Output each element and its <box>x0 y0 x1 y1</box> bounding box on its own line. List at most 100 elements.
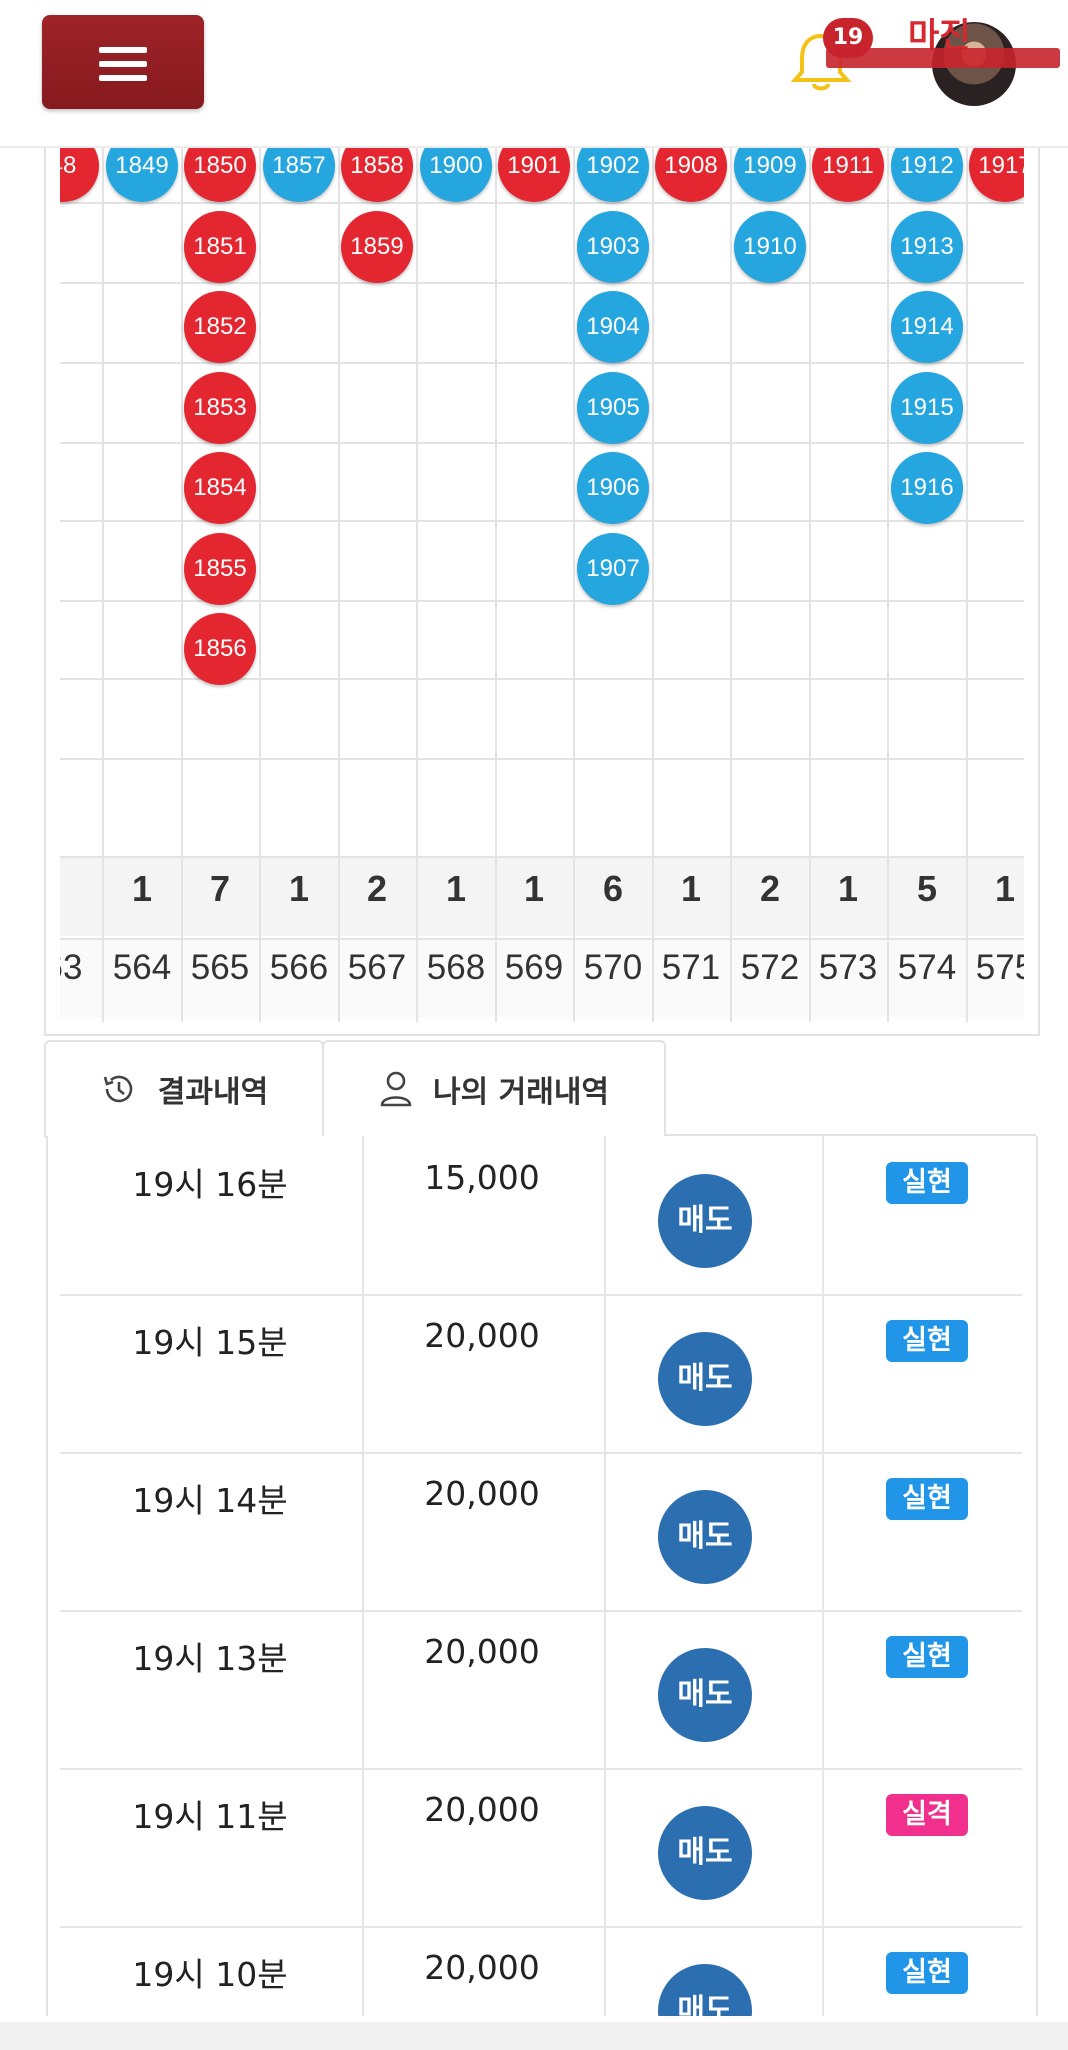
roadmap-column <box>338 148 418 1022</box>
streak-count: 2 <box>759 868 781 909</box>
red-bead: 1852 <box>184 291 256 363</box>
trade-amount: 15,000 <box>424 1158 540 1197</box>
red-bead: 1856 <box>184 613 256 685</box>
menu-bar-icon <box>99 47 147 53</box>
blue-bead: 1913 <box>891 210 963 283</box>
trade-row: 19시 16분 15,000 매도 실현 <box>60 1136 1022 1296</box>
tab-my-trades[interactable]: 나의 거래내역 <box>322 1040 666 1138</box>
round-number: 568 <box>426 948 486 987</box>
red-bead: 1855 <box>184 532 256 605</box>
streak-count: 1 <box>288 868 310 909</box>
blue-bead: 1907 <box>577 532 649 605</box>
red-bead: 1858 <box>341 148 413 202</box>
round-number: 567 <box>347 948 407 987</box>
red-bead: 1901 <box>498 148 570 202</box>
hamburger-menu-button[interactable] <box>42 15 204 109</box>
sell-action-button[interactable]: 매도 <box>658 1174 752 1268</box>
blue-bead: 1906 <box>577 452 649 524</box>
table-divider <box>822 1610 824 1768</box>
trade-amount: 20,000 <box>424 1632 540 1671</box>
roadmap-column <box>495 148 575 1022</box>
table-divider <box>822 1452 824 1610</box>
grid-row-line <box>60 600 1024 602</box>
table-divider <box>822 1294 824 1452</box>
result-badge: 실현 <box>886 1952 968 1994</box>
grid-row-line <box>60 758 1024 760</box>
roadmap-column <box>888 148 968 1022</box>
sell-action-button[interactable]: 매도 <box>658 1648 752 1742</box>
trade-time: 19시 13분 <box>132 1639 288 1678</box>
red-bead: 1854 <box>184 452 256 524</box>
roadmap-column <box>60 148 104 1022</box>
result-badge: 실현 <box>886 1636 968 1678</box>
site-logo[interactable]: 마진 <box>826 8 1060 68</box>
trade-amount: 20,000 <box>424 1948 540 1987</box>
logo-tagline-bar <box>826 48 1060 68</box>
trade-amount: 20,000 <box>424 1316 540 1355</box>
red-bead: 1851 <box>184 210 256 283</box>
round-number: 564 <box>112 948 172 987</box>
table-divider <box>362 1610 364 1768</box>
round-number: 574 <box>897 948 957 987</box>
result-badge: 실현 <box>886 1162 968 1204</box>
history-tabs: 결과내역 나의 거래내역 <box>44 1040 1036 1138</box>
blue-bead: 1904 <box>577 291 649 363</box>
streak-count: 5 <box>916 868 938 909</box>
blue-bead: 1914 <box>891 291 963 363</box>
menu-bar-icon <box>99 75 147 81</box>
streak-count: 1 <box>837 868 859 909</box>
table-divider <box>362 1294 364 1452</box>
table-divider <box>604 1452 606 1610</box>
grid-row-line <box>60 282 1024 284</box>
streak-count: 1 <box>680 868 702 909</box>
grid-row-line <box>60 856 1024 858</box>
streak-count: 2 <box>366 868 388 909</box>
result-badge: 실현 <box>886 1478 968 1520</box>
menu-bar-icon <box>99 61 147 67</box>
round-number: 575 <box>975 948 1024 987</box>
red-bead: 1853 <box>184 371 256 444</box>
tab-results-label: 결과내역 <box>157 1075 269 1110</box>
trade-time: 19시 16분 <box>132 1165 288 1204</box>
sell-action-button[interactable]: 매도 <box>658 1964 752 2016</box>
streak-count: 7 <box>209 868 231 909</box>
grid-row-line <box>60 202 1024 204</box>
trade-history-table: 19시 16분 15,000 매도 실현 19시 15분 20,000 매도 실현 19시 14… <box>46 1136 1038 2016</box>
table-divider <box>362 1452 364 1610</box>
table-divider <box>822 1136 824 1294</box>
table-divider <box>362 1136 364 1294</box>
table-divider <box>604 1926 606 2016</box>
roadmap-column <box>731 148 811 1022</box>
round-number: 571 <box>661 948 721 987</box>
red-bead: 1859 <box>341 210 413 283</box>
sell-action-button[interactable]: 매도 <box>658 1490 752 1584</box>
round-number: 572 <box>740 948 800 987</box>
top-header: 19 마진 <box>0 0 1068 148</box>
trade-time: 19시 10분 <box>132 1955 288 1994</box>
blue-bead: 1903 <box>577 210 649 283</box>
grid-row-line <box>60 678 1024 680</box>
tab-results[interactable]: 결과내역 <box>44 1040 324 1138</box>
round-number: 63 <box>60 948 83 987</box>
trade-amount: 20,000 <box>424 1790 540 1829</box>
sell-action-button[interactable]: 매도 <box>658 1806 752 1900</box>
round-number: 573 <box>818 948 878 987</box>
round-number: 570 <box>583 948 643 987</box>
sell-action-button[interactable]: 매도 <box>658 1332 752 1426</box>
trade-amount: 20,000 <box>424 1474 540 1513</box>
streak-count: 6 <box>602 868 624 909</box>
table-divider <box>604 1294 606 1452</box>
table-divider <box>822 1926 824 2016</box>
table-divider <box>362 1926 364 2016</box>
streak-count: 1 <box>445 868 467 909</box>
bottom-bar <box>0 2022 1068 2050</box>
blue-bead: 1905 <box>577 371 649 444</box>
trade-row: 19시 10분 20,000 매도 실현 <box>60 1926 1022 2016</box>
trade-row: 19시 14분 20,000 매도 실현 <box>60 1452 1022 1612</box>
trade-row: 19시 13분 20,000 매도 실현 <box>60 1610 1022 1770</box>
trade-row: 19시 11분 20,000 매도 실격 <box>60 1768 1022 1928</box>
roadmap-column <box>809 148 889 1022</box>
blue-bead: 1916 <box>891 452 963 524</box>
result-badge: 실격 <box>886 1794 968 1836</box>
user-icon <box>380 1071 412 1107</box>
